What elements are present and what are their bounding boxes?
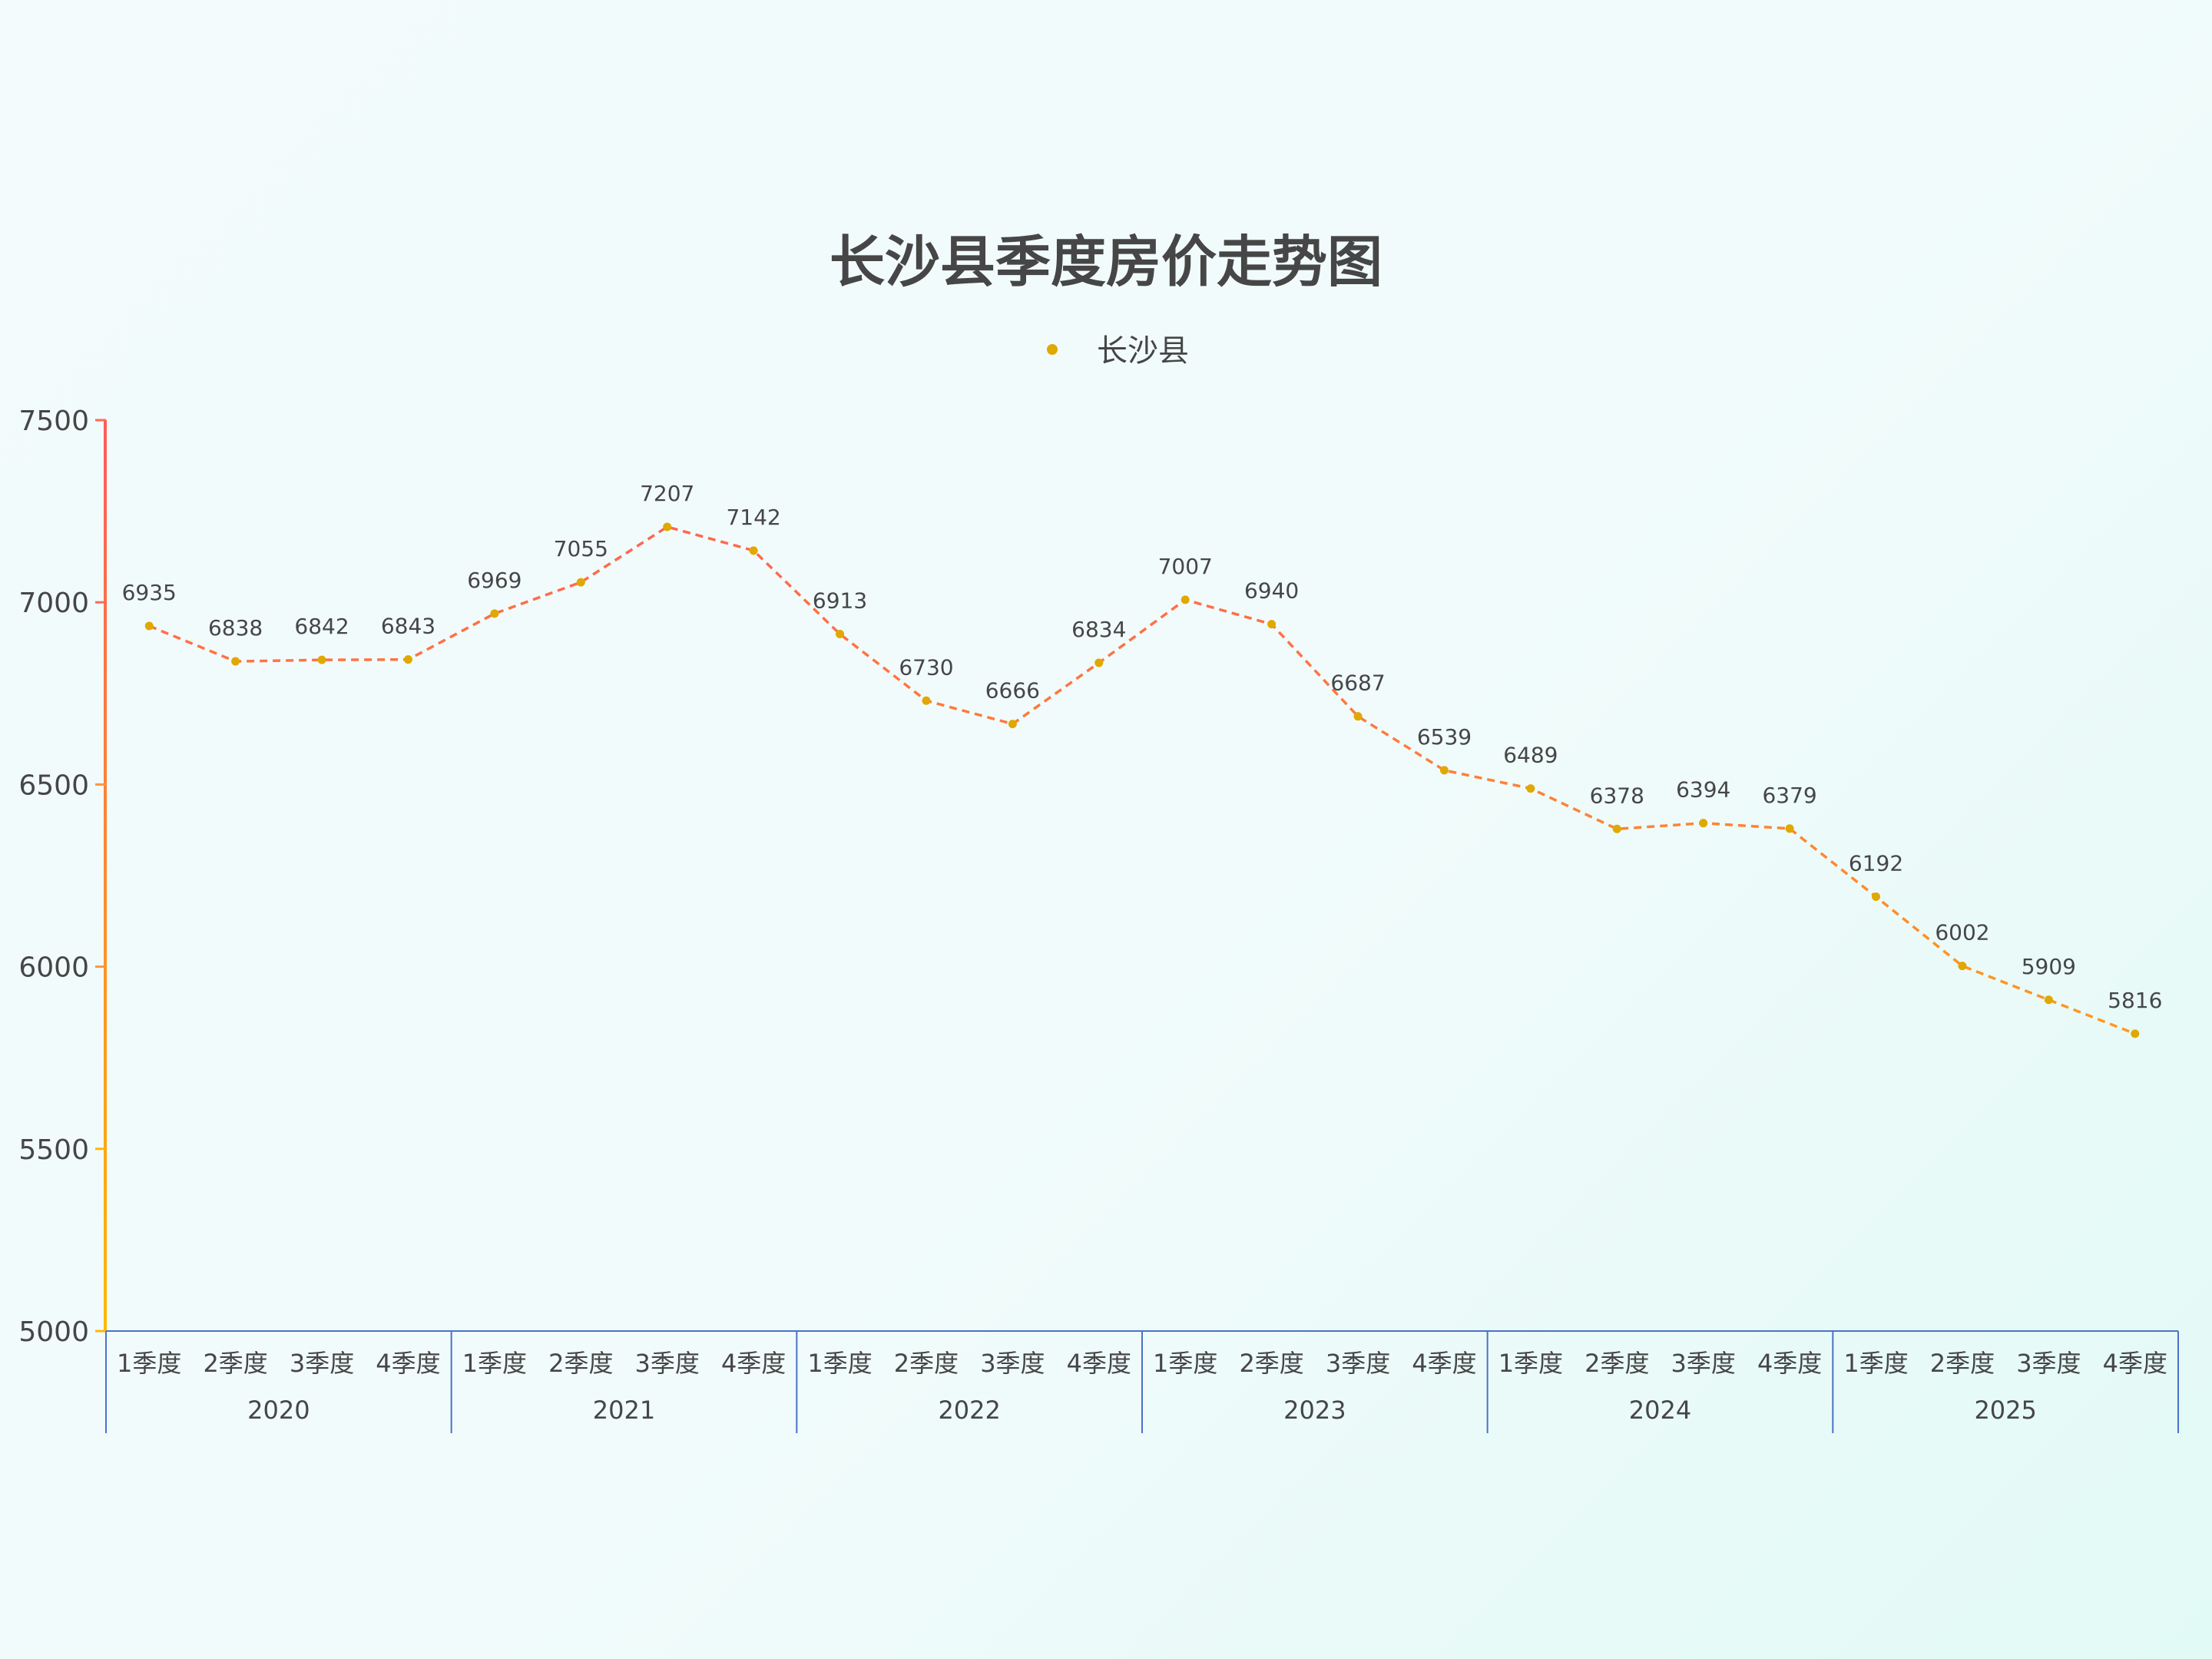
data-point[interactable] bbox=[2131, 1029, 2140, 1038]
data-point[interactable] bbox=[576, 578, 585, 587]
x-tick-label: 3季度 bbox=[290, 1349, 354, 1378]
data-point[interactable] bbox=[403, 655, 412, 664]
year-label: 2021 bbox=[593, 1396, 655, 1425]
chart-title: 长沙县季度房价走势图 bbox=[830, 230, 1382, 294]
x-tick-label: 2季度 bbox=[548, 1349, 613, 1378]
data-label: 7142 bbox=[726, 505, 780, 530]
data-label: 7207 bbox=[640, 481, 694, 506]
data-label: 6730 bbox=[899, 654, 953, 680]
data-point[interactable] bbox=[1872, 892, 1881, 902]
year-label: 2024 bbox=[1629, 1396, 1691, 1425]
y-tick-label: 5500 bbox=[18, 1134, 89, 1166]
x-tick-label: 1季度 bbox=[1153, 1349, 1217, 1378]
x-tick-label: 3季度 bbox=[1671, 1349, 1736, 1378]
y-tick-label: 6500 bbox=[18, 770, 89, 801]
data-point[interactable] bbox=[1094, 658, 1104, 667]
x-tick-label: 2季度 bbox=[894, 1349, 959, 1378]
x-tick-label: 1季度 bbox=[1498, 1349, 1563, 1378]
legend[interactable]: 长沙县 bbox=[1023, 333, 1189, 369]
data-label: 6489 bbox=[1503, 743, 1558, 768]
x-tick-label: 3季度 bbox=[1326, 1349, 1390, 1378]
data-point[interactable] bbox=[2044, 995, 2053, 1005]
data-label: 6192 bbox=[1849, 851, 1903, 876]
x-tick-label: 4季度 bbox=[1067, 1349, 1131, 1378]
data-label: 6940 bbox=[1244, 578, 1299, 604]
y-tick-label: 6000 bbox=[18, 952, 89, 984]
series-changsha bbox=[144, 522, 2140, 1038]
data-point[interactable] bbox=[1181, 595, 1190, 604]
x-tick-label: 1季度 bbox=[1843, 1349, 1908, 1378]
data-label: 7007 bbox=[1158, 554, 1213, 579]
year-label: 2023 bbox=[1283, 1396, 1346, 1425]
data-point[interactable] bbox=[749, 546, 758, 555]
data-point[interactable] bbox=[1526, 784, 1535, 793]
year-label: 2022 bbox=[938, 1396, 1000, 1425]
data-label: 6913 bbox=[813, 588, 867, 613]
data-label: 6002 bbox=[1935, 920, 1989, 945]
data-labels: 6935 6838 6842 6843 6969 7055 7207 7142 6913 6730… bbox=[122, 481, 2163, 1013]
x-tick-label: 2季度 bbox=[1930, 1349, 1995, 1378]
data-point[interactable] bbox=[1958, 962, 1967, 971]
data-point[interactable] bbox=[836, 629, 845, 638]
data-label: 6379 bbox=[1762, 783, 1816, 808]
x-tick-label: 2季度 bbox=[203, 1349, 267, 1378]
legend-label: 长沙县 bbox=[1097, 333, 1189, 369]
data-point[interactable] bbox=[1785, 824, 1794, 833]
year-label: 2025 bbox=[1974, 1396, 2036, 1425]
data-label: 6394 bbox=[1676, 777, 1730, 803]
data-label: 5816 bbox=[2108, 988, 2162, 1013]
data-point[interactable] bbox=[1008, 720, 1017, 729]
legend-marker-icon bbox=[1047, 344, 1058, 355]
x-tick-label: 1季度 bbox=[462, 1349, 527, 1378]
data-point[interactable] bbox=[490, 609, 499, 618]
x-tick-label: 4季度 bbox=[721, 1349, 786, 1378]
x-tick-label: 3季度 bbox=[980, 1349, 1045, 1378]
x-tick-label: 1季度 bbox=[117, 1349, 181, 1378]
x-tick-label: 4季度 bbox=[1757, 1349, 1822, 1378]
data-label: 6843 bbox=[381, 614, 435, 639]
data-point[interactable] bbox=[317, 655, 326, 664]
data-point[interactable] bbox=[1439, 766, 1449, 775]
data-label: 6666 bbox=[985, 678, 1040, 704]
y-tick-label: 5000 bbox=[18, 1316, 89, 1348]
x-tick-label: 4季度 bbox=[376, 1349, 440, 1378]
data-label: 6935 bbox=[122, 580, 177, 605]
data-label: 6842 bbox=[294, 614, 349, 639]
data-point[interactable] bbox=[1699, 819, 1708, 828]
data-label: 6834 bbox=[1071, 617, 1126, 642]
x-tick-label: 3季度 bbox=[2016, 1349, 2081, 1378]
x-tick-label: 2季度 bbox=[1584, 1349, 1649, 1378]
y-tick-label: 7000 bbox=[18, 588, 89, 619]
data-label: 6378 bbox=[1590, 783, 1644, 808]
data-point[interactable] bbox=[144, 621, 154, 631]
data-label: 5909 bbox=[2022, 954, 2076, 979]
x-tick-label: 4季度 bbox=[2103, 1349, 2167, 1378]
data-point[interactable] bbox=[231, 657, 240, 666]
x-tick-label: 1季度 bbox=[807, 1349, 872, 1378]
year-label: 2020 bbox=[247, 1396, 310, 1425]
data-point[interactable] bbox=[1612, 824, 1621, 833]
data-label: 6838 bbox=[208, 615, 263, 641]
data-label: 6969 bbox=[467, 568, 522, 593]
x-axis: 1季度 2季度 3季度 4季度 2020 1季度 2季度 3季度 4季度 2021 1季度 2季度 3季… bbox=[105, 1330, 2179, 1433]
data-point[interactable] bbox=[1267, 620, 1277, 629]
data-label: 6539 bbox=[1417, 724, 1472, 750]
x-tick-label: 2季度 bbox=[1239, 1349, 1303, 1378]
y-axis: 5000 5500 6000 6500 7000 7500 bbox=[18, 406, 107, 1348]
y-tick-label: 7500 bbox=[18, 406, 89, 437]
y-axis-line bbox=[104, 420, 107, 1331]
x-tick-label: 4季度 bbox=[1412, 1349, 1476, 1378]
data-label: 7055 bbox=[554, 536, 608, 561]
x-tick-label: 3季度 bbox=[635, 1349, 700, 1378]
data-point[interactable] bbox=[922, 696, 931, 705]
data-point[interactable] bbox=[1353, 712, 1363, 721]
series-line bbox=[148, 525, 2136, 1035]
data-label: 6687 bbox=[1330, 671, 1385, 696]
data-point[interactable] bbox=[663, 522, 672, 531]
